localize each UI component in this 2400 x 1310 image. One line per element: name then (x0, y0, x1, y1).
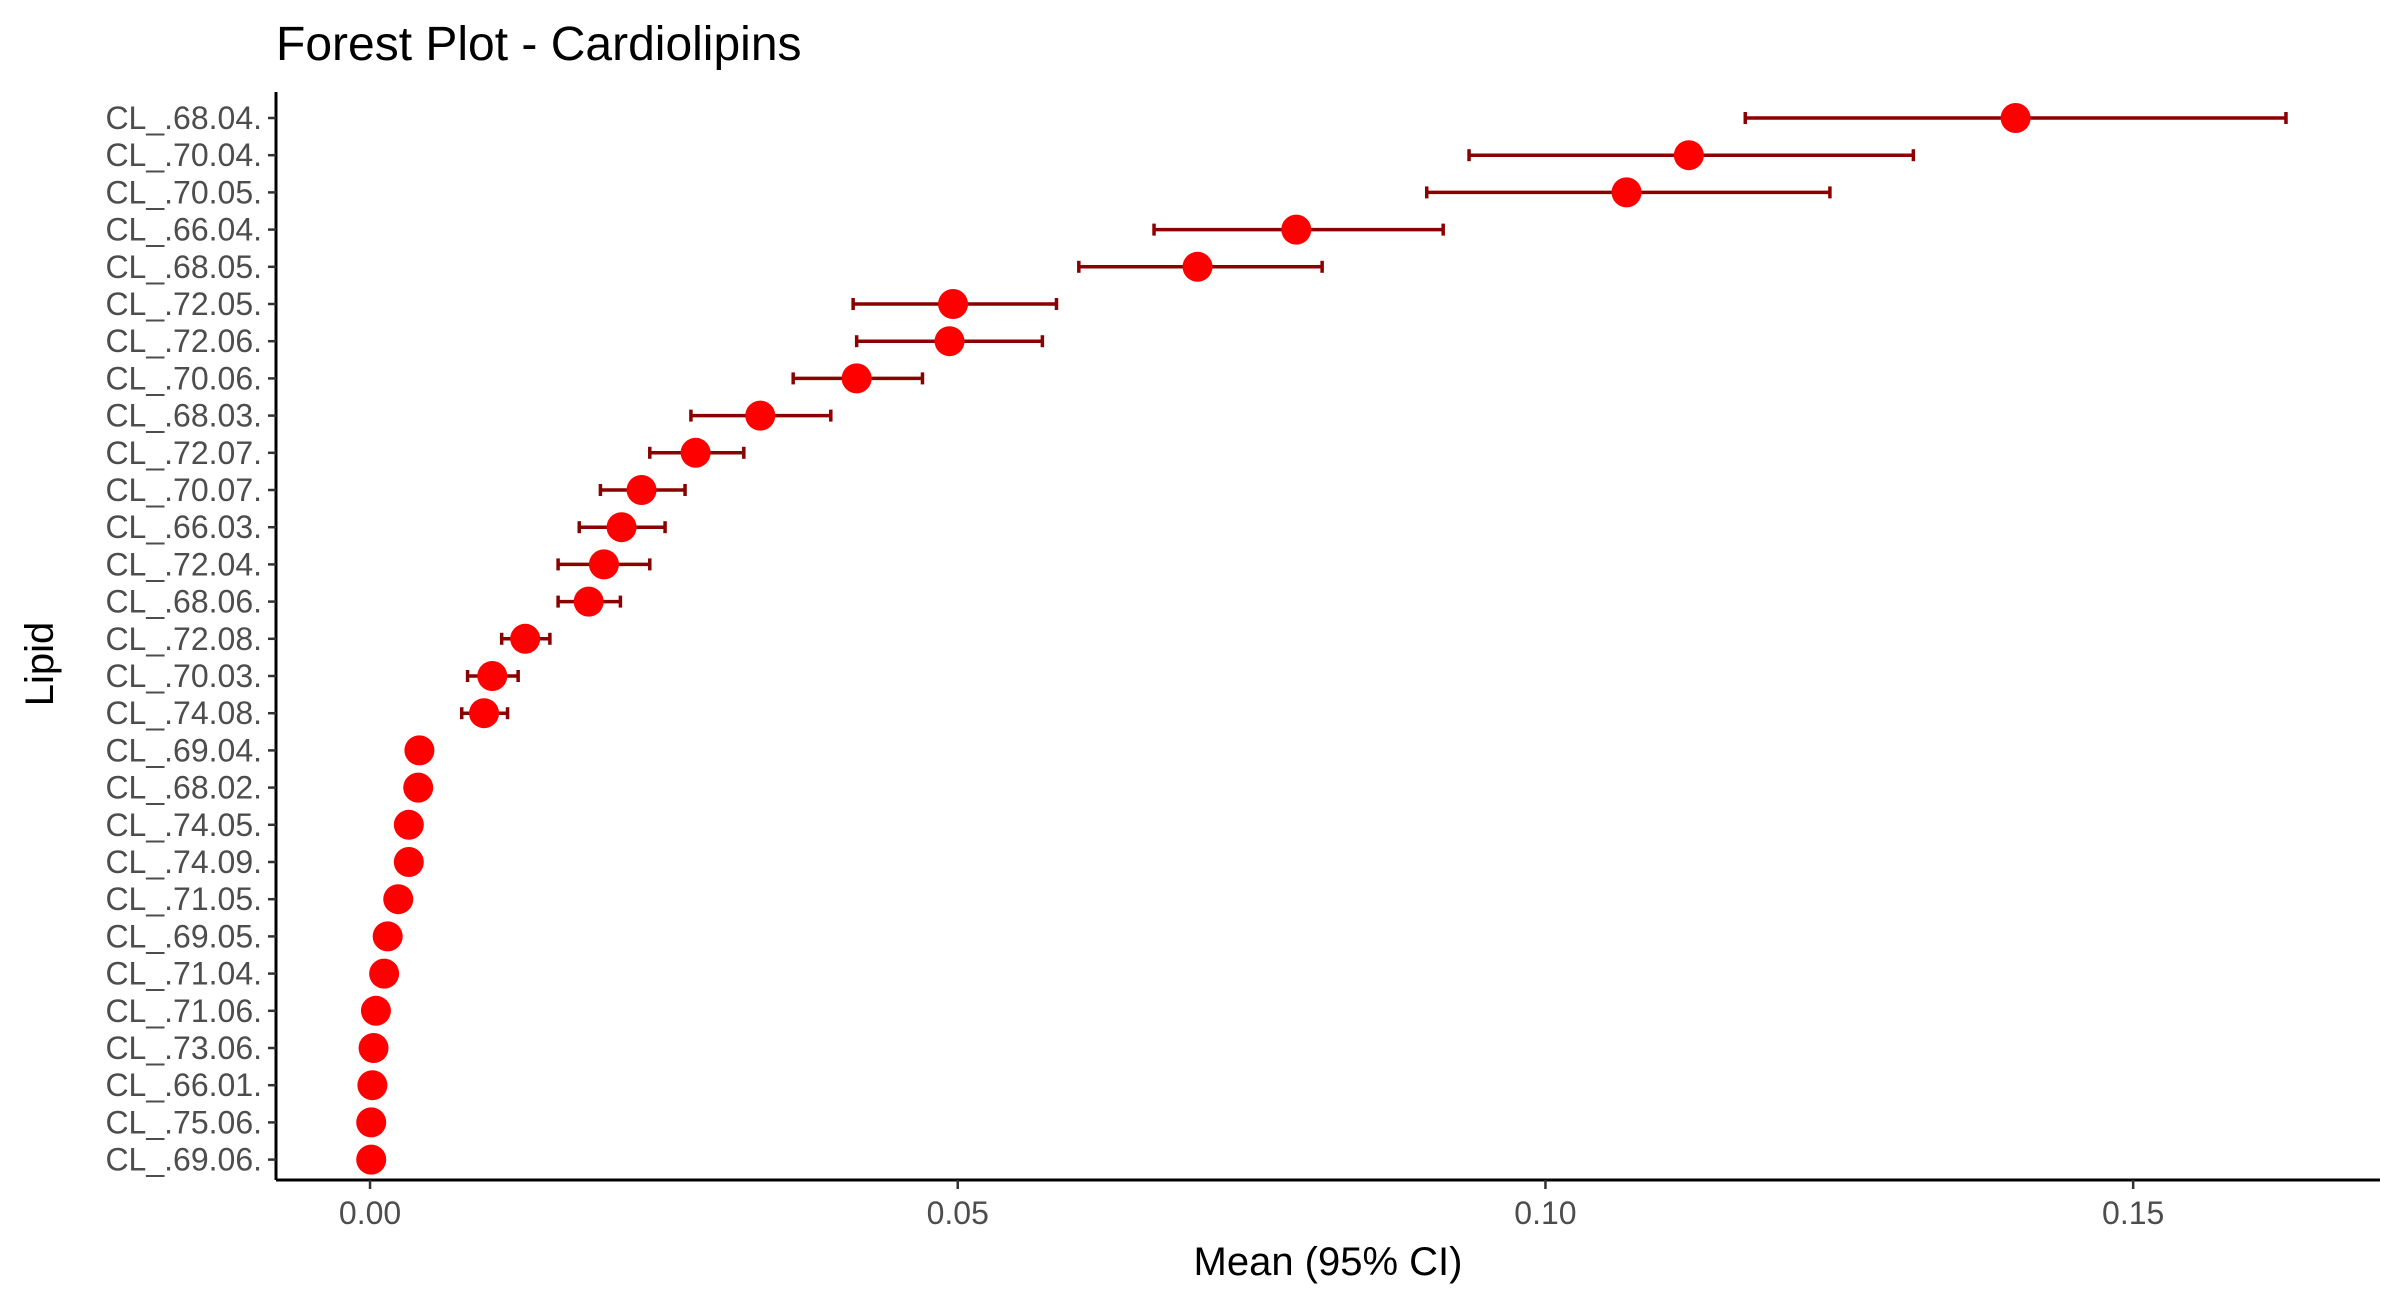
y-tick-label: CL_.74.08. (105, 695, 262, 731)
y-tick-label: CL_.70.06. (105, 360, 262, 396)
mean-point (404, 735, 435, 766)
y-tick-label: CL_.72.06. (105, 323, 262, 359)
mean-point (357, 1070, 388, 1101)
mean-point (588, 549, 619, 580)
mean-point (356, 1144, 387, 1175)
x-axis-title: Mean (95% CI) (1194, 1240, 1463, 1284)
mean-point (841, 363, 872, 394)
y-tick-label: CL_.68.03. (105, 398, 262, 434)
y-axis-ticks: CL_.68.04.CL_.70.04.CL_.70.05.CL_.66.04.… (105, 100, 276, 1178)
mean-point (372, 921, 403, 952)
mean-point (745, 400, 776, 431)
y-tick-label: CL_.70.03. (105, 658, 262, 694)
y-tick-label: CL_.72.05. (105, 286, 262, 322)
x-tick-label: 0.00 (339, 1195, 401, 1231)
y-tick-label: CL_.68.02. (105, 770, 262, 806)
y-tick-label: CL_.70.04. (105, 137, 262, 173)
x-tick-label: 0.10 (1514, 1195, 1576, 1231)
mean-point (393, 809, 424, 840)
y-tick-label: CL_.73.06. (105, 1030, 262, 1066)
x-tick-label: 0.05 (927, 1195, 989, 1231)
mean-point (469, 698, 500, 729)
y-tick-label: CL_.72.08. (105, 621, 262, 657)
x-tick-label: 0.15 (2102, 1195, 2164, 1231)
y-tick-label: CL_.69.05. (105, 918, 262, 954)
mean-point (573, 586, 604, 617)
mean-point (510, 623, 541, 654)
mean-point (1182, 251, 1213, 282)
mean-point (1281, 214, 1312, 245)
y-tick-label: CL_.68.06. (105, 584, 262, 620)
mean-point (369, 958, 400, 989)
y-tick-label: CL_.70.07. (105, 472, 262, 508)
y-tick-label: CL_.75.06. (105, 1104, 262, 1140)
mean-point (383, 884, 414, 915)
y-tick-label: CL_.66.03. (105, 509, 262, 545)
mean-point (934, 326, 965, 357)
y-tick-label: CL_.66.01. (105, 1067, 262, 1103)
mean-points (356, 103, 2031, 1175)
chart-title: Forest Plot - Cardiolipins (276, 18, 802, 71)
mean-point (606, 512, 637, 543)
mean-point (403, 772, 434, 803)
confidence-intervals (368, 112, 2288, 1166)
axes (274, 92, 2380, 1182)
mean-point (680, 437, 711, 468)
mean-point (356, 1107, 387, 1138)
mean-point (360, 995, 391, 1026)
y-tick-label: CL_.71.04. (105, 956, 262, 992)
x-axis-ticks: 0.00 0.05 0.10 0.15 (339, 1180, 2164, 1231)
mean-point (393, 847, 424, 877)
y-tick-label: CL_.72.04. (105, 546, 262, 582)
mean-point (938, 289, 969, 319)
mean-point (477, 661, 508, 691)
mean-point (1673, 140, 1704, 171)
y-tick-label: CL_.71.06. (105, 993, 262, 1029)
mean-point (626, 475, 657, 505)
mean-point (358, 1033, 389, 1063)
y-tick-label: CL_.71.05. (105, 881, 262, 917)
y-tick-label: CL_.74.09. (105, 844, 262, 880)
y-tick-label: CL_.69.06. (105, 1142, 262, 1178)
y-axis-title: Lipid (18, 622, 62, 707)
y-tick-label: CL_.69.04. (105, 732, 262, 768)
mean-point (1611, 177, 1642, 208)
y-tick-label: CL_.74.05. (105, 807, 262, 843)
y-tick-label: CL_.70.05. (105, 174, 262, 210)
y-tick-label: CL_.66.04. (105, 212, 262, 248)
mean-point (2000, 103, 2031, 133)
y-tick-label: CL_.72.07. (105, 435, 262, 471)
y-tick-label: CL_.68.04. (105, 100, 262, 136)
y-tick-label: CL_.68.05. (105, 249, 262, 285)
